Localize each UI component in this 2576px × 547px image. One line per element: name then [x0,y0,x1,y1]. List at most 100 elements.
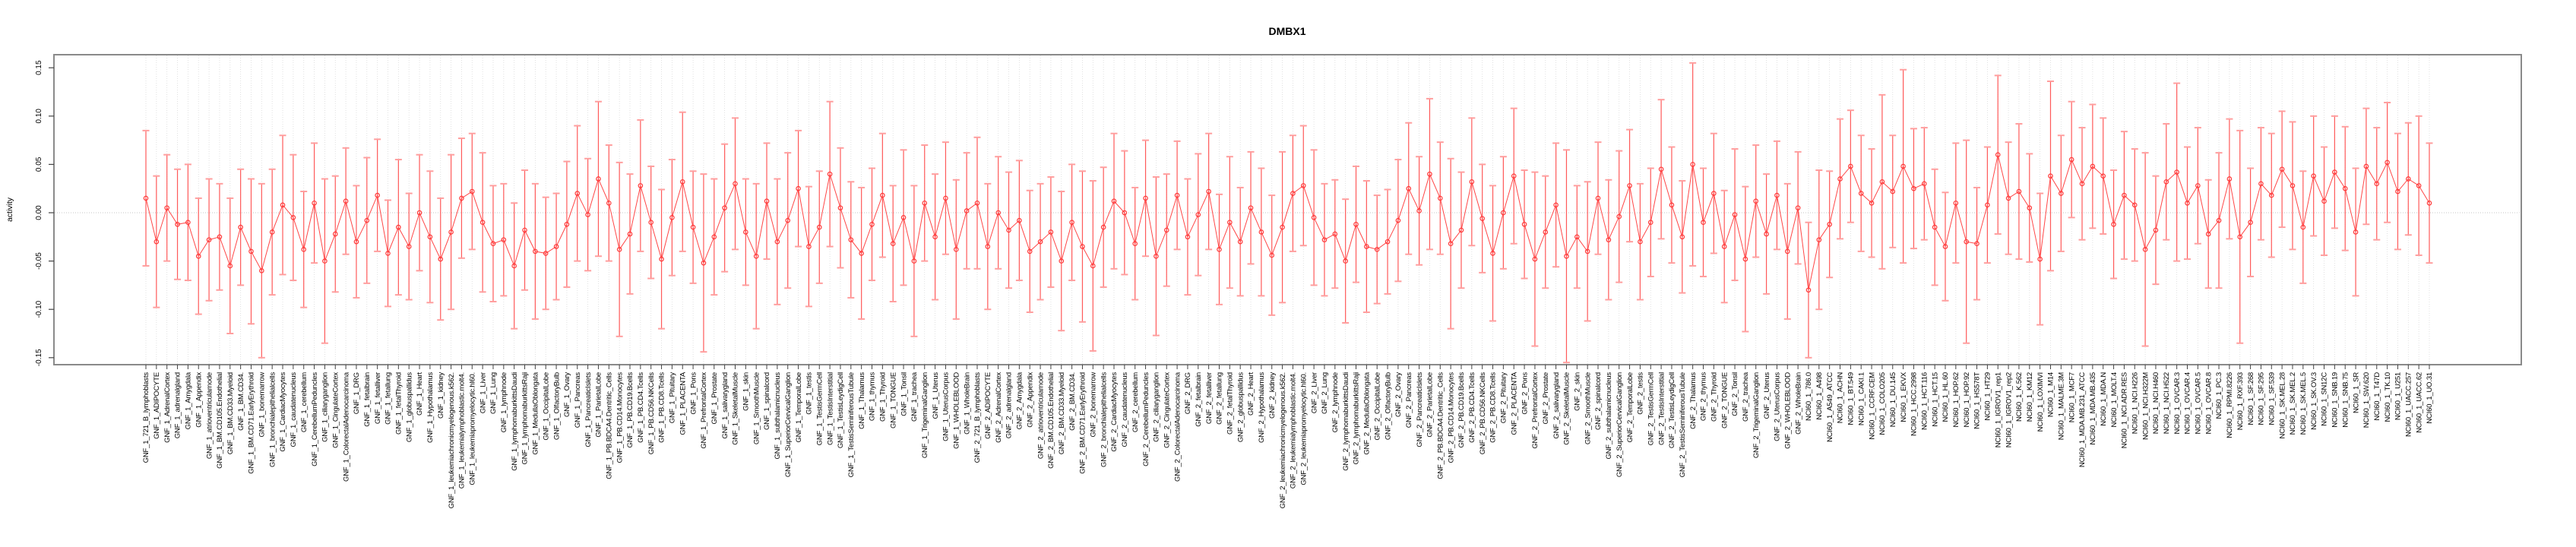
x-tick-label: GNF_2_PB.CD19.Bcells [1457,372,1466,448]
data-point [1048,229,1054,235]
x-tick-label: NCI60_1_SK.MEL.5 [2299,372,2308,435]
x-tick-label: GNF_2_Amygdala [1016,372,1024,429]
x-tick-label: GNF_2_TestisGermCell [1647,372,1655,445]
x-tick-label: GNF_1_Prostate [710,372,719,424]
x-tick-label: GNF_2_lymphomaburkittsRaji [1353,372,1361,465]
data-point [322,258,328,264]
x-tick-label: NCI60_1_SF.539 [2267,372,2276,425]
data-point [1163,227,1169,233]
data-point [974,200,980,206]
data-point [1448,241,1454,247]
x-tick-label: GNF_1_atrioventricularnode [205,372,214,459]
x-tick-label: GNF_1_SuperiorCervicalGanglion [784,372,793,477]
x-tick-label: GNF_1_PB.CD8.Tcells [658,372,666,443]
x-tick-label: GNF_1_Appendix [195,372,203,428]
chart-title: DMBX1 [1268,25,1305,37]
data-point [479,220,486,226]
x-tick-label: NCI60_1_EKVX [1900,372,1908,422]
data-point [638,183,644,188]
x-tick-label: GNF_2_subthalamicnucleus [1605,372,1613,460]
x-tick-label: GNF_2_ADIPOCYTE [984,372,992,439]
data-point [1921,181,1927,187]
data-point [248,248,254,255]
data-point [816,224,822,230]
x-tick-label: GNF_1_BM.CD71.EarlyErythroid [248,372,256,474]
data-point [1427,171,1432,177]
data-point [164,205,169,210]
x-tick-label: NCI60_1_786.0 [1805,372,1813,421]
data-point [900,215,907,220]
data-point [1953,200,1959,206]
x-tick-label: GNF_1_Pituitary [669,372,677,424]
data-point [269,229,275,235]
data-point [2016,188,2022,194]
data-point [1543,229,1549,235]
data-point [2205,231,2211,237]
data-point [1732,212,1738,217]
data-point [2311,173,2316,179]
data-point [1564,253,1569,259]
data-point [648,220,654,226]
x-tick-label: GNF_2_TestisSeminiferousTubule [1679,372,1687,477]
data-point [1490,251,1495,256]
data-point [1122,210,1128,216]
data-point [1027,248,1033,255]
x-tick-label: GNF_1_ColorectalAdenocarcinoma [342,372,350,482]
x-tick-label: GNF_2_ciliaryganglion [1153,372,1161,442]
data-point [2342,185,2348,191]
x-tick-label: GNF_2_Pituitary [1500,372,1508,424]
x-tick-label: GNF_1_ADIPOCYTE [153,372,161,439]
x-tick-label: GNF_2_PB.BDCA4.Dentritic_Cells [1436,372,1445,479]
x-tick-label: GNF_1_Amygdala [185,372,193,429]
data-point [711,234,717,240]
data-points [143,152,2432,293]
data-point [1584,248,1590,255]
data-point [353,239,359,245]
x-tick-label: GNF_1_CerebellumPeduncles [311,372,319,466]
x-tick-label: NCI60_1_PC.3 [2215,372,2223,419]
data-point [1595,195,1601,201]
data-point [312,200,317,206]
data-point [375,192,380,198]
x-tick-label: GNF_1_subthalamicnucleus [774,372,782,460]
x-tick-label: GNF_2_Lung [1321,372,1329,414]
x-tick-label: NCI60_1_UACC.257 [2405,372,2413,437]
data-point [932,234,938,240]
x-tick-label: GNF_1_SmoothMuscle [752,372,761,444]
x-tick-label: NCI60_1_CAKI.1 [1857,372,1866,425]
x-tick-label: GNF_2_Tonsil [1731,372,1739,416]
data-point [1658,166,1664,172]
x-tick-label: NCI60_1_MALME.3M [2058,372,2066,440]
x-tick-label: NCI60_1_OVCAR.5 [2195,372,2203,434]
x-tick-label: GNF_2_SuperiorCervicalGanglion [1616,372,1624,477]
x-tick-label: GNF_1_salivarygland [721,372,729,439]
data-point [1721,244,1727,249]
x-tick-label: GNF_1_TrigeminalGanglion [921,372,929,458]
data-point [722,205,727,210]
x-tick-label: GNF_1_fetalliver [374,372,382,424]
data-point [1059,258,1065,264]
x-tick-label: GNF_1_Tonsil [900,372,908,416]
data-point [1638,239,1643,245]
data-point [1858,191,1864,196]
x-tick-label: GNF_1_TestisGermCell [815,372,824,445]
data-point [427,234,433,240]
x-tick-label: GNF_1_TONGUE [889,372,897,428]
x-tick-label: GNF_1_BM.CD105.Endothelial [216,372,224,469]
data-point [343,198,349,204]
data-point [1553,202,1559,208]
data-point [669,215,675,220]
x-tick-label: NCI60_1_MDA.MB.435 [2089,372,2097,445]
data-point [1300,183,1306,188]
data-point [1805,287,1812,293]
x-tick-label: GNF_2_WholeBrain [1794,372,1802,435]
x-tick-label: GNF_1_Lung [489,372,498,414]
data-point [1154,253,1159,259]
data-point [1501,210,1506,216]
data-point [1069,220,1074,226]
x-tick-label: NCI60_1_UACC.62 [2415,372,2423,433]
x-tick-label: GNF_1_CardiacMyocytes [279,372,287,452]
x-tick-label: GNF_2_CingulateCortex [1163,372,1171,448]
data-point [396,224,401,230]
